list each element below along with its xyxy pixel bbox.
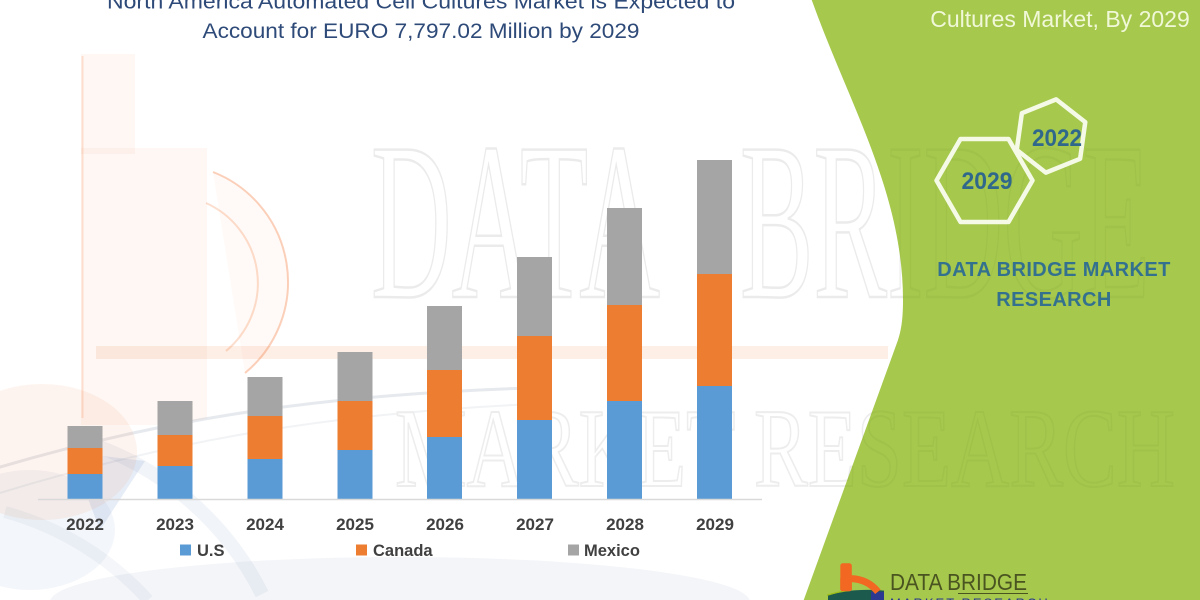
svg-text:2024: 2024 [246, 515, 284, 534]
svg-text:DATA BRIDGE: DATA BRIDGE [890, 569, 1027, 595]
svg-text:2023: 2023 [156, 515, 194, 534]
svg-text:Cultures Market, By 2029: Cultures Market, By 2029 [930, 6, 1190, 32]
svg-text:Canada: Canada [373, 542, 433, 560]
svg-text:RESEARCH: RESEARCH [996, 289, 1111, 311]
svg-text:DATA BRIDGE MARKET: DATA BRIDGE MARKET [937, 259, 1170, 281]
svg-text:Mexico: Mexico [584, 542, 640, 560]
svg-text:2025: 2025 [336, 515, 374, 534]
svg-text:2028: 2028 [606, 515, 644, 534]
svg-text:2027: 2027 [516, 515, 554, 534]
svg-text:2022: 2022 [1032, 125, 1082, 152]
svg-text:2029: 2029 [696, 515, 734, 534]
svg-text:2022: 2022 [66, 515, 104, 534]
svg-text:2029: 2029 [962, 168, 1013, 195]
svg-text:MARKET RESEARCH: MARKET RESEARCH [890, 596, 1050, 600]
svg-text:Account for EURO 7,797.02 Mill: Account for EURO 7,797.02 Million by 202… [203, 19, 640, 43]
svg-text:2026: 2026 [426, 515, 464, 534]
svg-text:North America Automated Cell C: North America Automated Cell Cultures Ma… [107, 0, 735, 14]
svg-text:U.S: U.S [197, 542, 225, 560]
